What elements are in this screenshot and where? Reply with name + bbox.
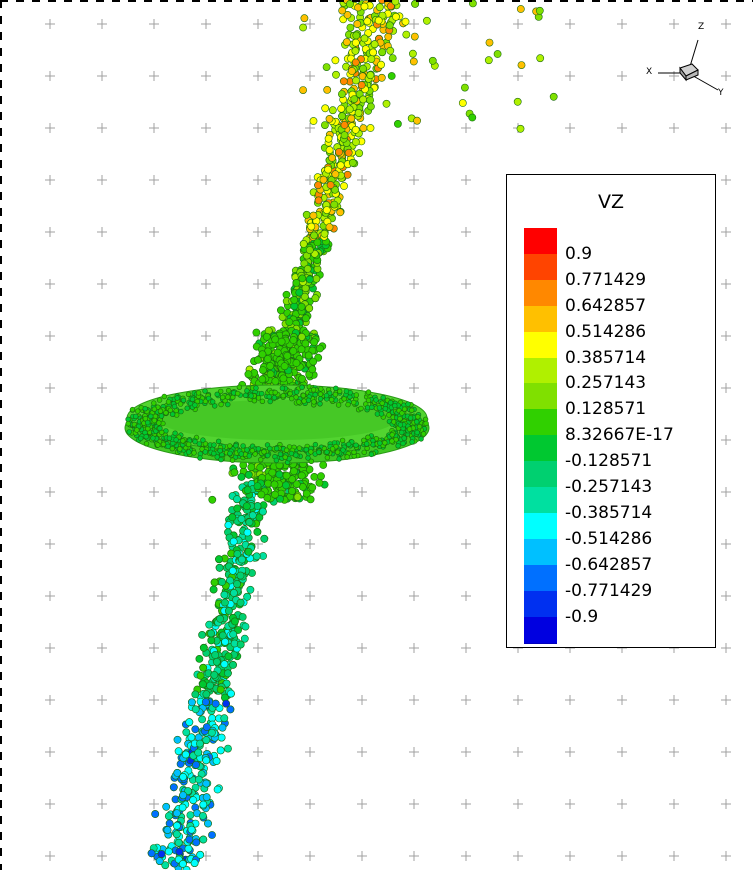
axis-label-x: X	[646, 67, 653, 77]
legend-swatch	[524, 538, 557, 567]
legend-swatch	[524, 305, 557, 334]
legend-swatch	[524, 279, 557, 308]
legend-level-label: -0.257143	[565, 477, 653, 497]
legend-swatch	[524, 228, 557, 256]
legend-level-label: -0.771429	[565, 580, 653, 601]
axis-triad-icon	[658, 39, 719, 91]
legend-swatch	[524, 564, 557, 593]
legend-level-label: 0.385714	[565, 347, 647, 368]
legend-level-label: 0.9	[565, 243, 593, 264]
legend-level-label: 8.32667E-17	[565, 425, 674, 446]
legend-level-label: 0.514286	[565, 321, 647, 342]
legend-swatch	[524, 487, 557, 515]
legend-swatch	[524, 435, 557, 463]
legend-level-label: -0.9	[565, 606, 599, 627]
legend-swatch	[524, 590, 557, 618]
legend-title: VZ	[597, 191, 624, 213]
axis-label-y: Y	[718, 88, 724, 98]
legend-level-label: 0.128571	[565, 399, 647, 420]
axis-label-z: Z	[698, 22, 705, 32]
legend-swatch	[524, 512, 557, 541]
axis-triad: Z X Y	[640, 18, 730, 108]
particle-disk	[124, 384, 430, 465]
legend-level-label: 0.642857	[565, 295, 647, 316]
legend-level-label: -0.514286	[565, 528, 653, 549]
legend-swatch	[524, 461, 557, 489]
legend-swatch	[524, 253, 557, 282]
legend-level-label: -0.128571	[565, 451, 653, 472]
legend-level-label: 0.771429	[565, 269, 647, 290]
legend-swatch	[524, 409, 557, 437]
legend-swatch	[524, 616, 557, 644]
legend-level-label: -0.642857	[565, 554, 653, 575]
legend-level-label: 0.257143	[565, 373, 647, 394]
legend-swatch	[524, 383, 557, 411]
color-legend: VZ 0.9 0.771429 0.642857 0.514286 0.385714 0.…	[506, 174, 716, 648]
legend-swatch	[524, 357, 557, 385]
legend-level-label: -0.385714	[565, 502, 653, 523]
legend-swatch	[524, 331, 557, 359]
